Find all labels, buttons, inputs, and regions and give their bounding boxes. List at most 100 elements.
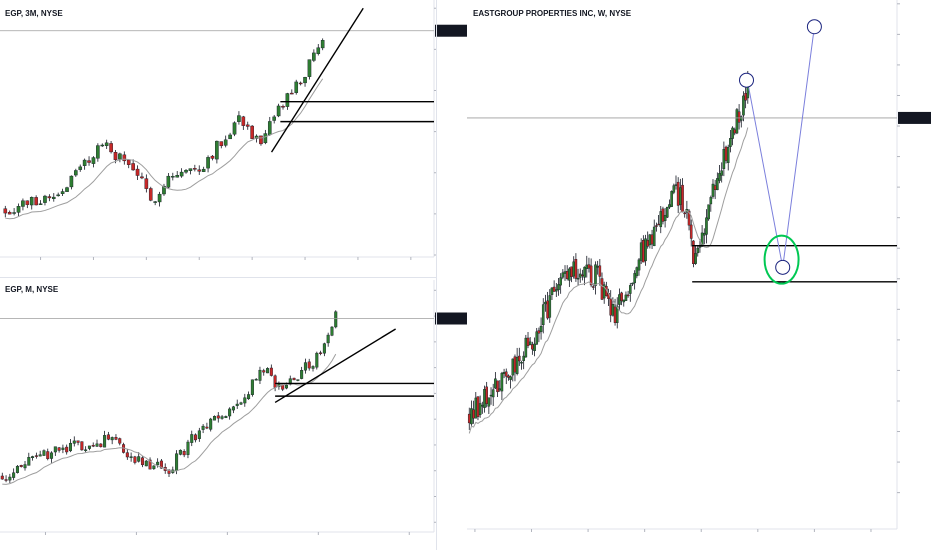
candle-body xyxy=(711,183,715,197)
candle-body xyxy=(674,184,678,186)
candle-body xyxy=(315,352,319,368)
candle-body xyxy=(298,82,303,85)
candle-body xyxy=(100,144,105,147)
wave-point-marker[interactable] xyxy=(806,19,822,35)
candle-body xyxy=(628,285,632,294)
candle-body xyxy=(665,206,669,218)
candle-body xyxy=(74,170,78,176)
candle-body xyxy=(557,284,560,291)
candle-body xyxy=(568,268,571,281)
candle-body xyxy=(194,434,198,441)
chart-canvas-weekly[interactable] xyxy=(467,0,932,550)
candle-body xyxy=(34,197,38,206)
chart-panel-monthly[interactable]: EGP, M, NYSE xyxy=(0,280,468,550)
candle-body xyxy=(197,430,201,439)
candle-body xyxy=(273,375,277,388)
candle-body xyxy=(587,264,591,269)
last-price-badge xyxy=(435,312,468,325)
candle-body xyxy=(546,300,549,319)
candle-body xyxy=(633,273,636,284)
candle-body xyxy=(518,355,521,362)
candle-body xyxy=(661,208,665,222)
candle-body xyxy=(95,443,99,447)
candle-body xyxy=(201,425,205,430)
candle-body xyxy=(106,434,110,440)
candle-body xyxy=(594,264,597,286)
candle-body xyxy=(478,403,482,415)
candle-body xyxy=(110,437,114,441)
candle-body xyxy=(223,139,228,146)
candle-body xyxy=(284,384,288,389)
candle-body xyxy=(3,208,8,214)
candle-body xyxy=(312,52,316,61)
target-zone-highlight xyxy=(763,234,800,285)
candle-body xyxy=(307,361,311,369)
candle-body xyxy=(296,379,300,381)
candle-body xyxy=(267,121,272,136)
candle-body xyxy=(742,95,745,116)
candle-body xyxy=(522,355,525,362)
candle-body xyxy=(285,93,290,107)
candle-body xyxy=(29,197,34,206)
candle-body xyxy=(170,176,175,178)
candle-body xyxy=(635,267,639,277)
candle-body xyxy=(50,452,54,459)
candle-body xyxy=(25,200,30,205)
chart-title-weekly: EASTGROUP PROPERTIES INC, W, NYSE xyxy=(473,9,632,18)
candle-body xyxy=(705,217,708,235)
wave-point-marker[interactable] xyxy=(739,72,754,88)
candle-body xyxy=(166,175,171,188)
candle-body xyxy=(220,416,224,419)
candle-body xyxy=(687,210,691,226)
candle-body xyxy=(303,362,307,371)
moving-average-line xyxy=(5,78,324,220)
chart-panel-quarterly[interactable]: EGP, 3M, NYSE xyxy=(0,0,468,276)
chart-canvas-quarterly[interactable] xyxy=(0,0,468,276)
candle-body xyxy=(137,456,141,462)
candle-body xyxy=(4,479,8,481)
candle-body xyxy=(76,440,80,443)
candle-body xyxy=(34,455,38,457)
candle-body xyxy=(109,143,113,153)
candle-body xyxy=(722,149,726,169)
candle-body xyxy=(620,292,623,302)
candle-body xyxy=(294,81,299,93)
last-price-badge xyxy=(898,111,931,124)
candle-body xyxy=(700,232,704,247)
candle-body xyxy=(144,178,149,189)
candle-body xyxy=(731,127,734,139)
candle-body xyxy=(585,264,589,269)
candle-body xyxy=(72,440,76,444)
candle-body xyxy=(611,304,615,316)
candle-body xyxy=(668,204,671,208)
candle-body xyxy=(43,195,47,203)
candle-body xyxy=(235,403,239,406)
candle-body xyxy=(548,295,552,318)
trendline[interactable] xyxy=(274,328,396,404)
candle-body xyxy=(140,457,144,466)
wave-point-marker[interactable] xyxy=(775,259,791,275)
candle-body xyxy=(491,389,495,398)
candle-body xyxy=(135,168,140,176)
candle-body xyxy=(269,367,273,376)
candle-body xyxy=(272,116,276,121)
candle-body xyxy=(509,376,512,380)
candle-body xyxy=(511,358,515,376)
candle-body xyxy=(550,287,554,295)
chart-canvas-monthly[interactable] xyxy=(0,280,468,550)
candle-body xyxy=(592,286,595,288)
candle-body xyxy=(696,247,700,254)
candle-body xyxy=(247,394,251,400)
trendline[interactable] xyxy=(270,7,364,153)
candle-body xyxy=(322,343,326,354)
candle-body xyxy=(258,369,262,381)
candle-body xyxy=(254,379,258,381)
chart-panel-weekly[interactable]: EASTGROUP PROPERTIES INC, W, NYSE xyxy=(467,0,932,550)
candle-body xyxy=(179,171,184,177)
candle-body xyxy=(23,464,27,469)
candle-body xyxy=(91,444,95,447)
candle-body xyxy=(652,226,656,247)
candle-body xyxy=(489,394,493,397)
candle-body xyxy=(739,116,743,121)
candle-body xyxy=(153,201,157,203)
